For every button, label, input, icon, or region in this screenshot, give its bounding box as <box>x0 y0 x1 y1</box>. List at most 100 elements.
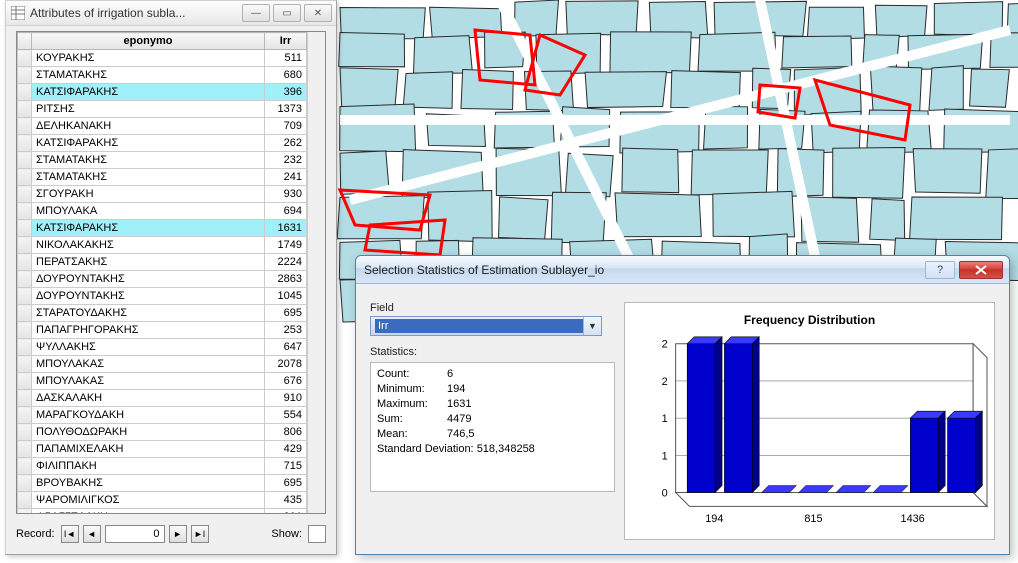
cell-irr[interactable]: 2863 <box>265 271 307 288</box>
cell-irr[interactable]: 554 <box>265 407 307 424</box>
cell-irr[interactable]: 396 <box>265 84 307 101</box>
table-row[interactable]: ΚΟΥΡΑΚΗΣ511 <box>18 50 307 67</box>
row-header[interactable] <box>18 152 32 169</box>
field-dropdown[interactable]: Irr ▼ <box>370 316 602 336</box>
cell-eponymo[interactable]: ΠΕΡΑΤΣΑΚΗΣ <box>32 254 265 271</box>
row-header[interactable] <box>18 339 32 356</box>
table-row[interactable]: ΣΤΑΡΑΤΟΥΔΑΚΗΣ695 <box>18 305 307 322</box>
row-header[interactable] <box>18 203 32 220</box>
cell-irr[interactable]: 511 <box>265 50 307 67</box>
cell-irr[interactable]: 709 <box>265 118 307 135</box>
last-record-button[interactable]: ►I <box>191 525 209 543</box>
cell-irr[interactable]: 1045 <box>265 288 307 305</box>
table-row[interactable]: ΜΠΟΥΛΑΚΑΣ676 <box>18 373 307 390</box>
cell-eponymo[interactable]: ΣΤΑΜΑΤΑΚΗΣ <box>32 67 265 84</box>
table-row[interactable]: ΚΑΤΣΙΦΑΡΑΚΗΣ262 <box>18 135 307 152</box>
maximize-button[interactable]: ▭ <box>273 4 301 22</box>
col-eponymo[interactable]: eponymo <box>32 33 265 50</box>
cell-eponymo[interactable]: ΔΕΛΗΚΑΝΑΚΗ <box>32 118 265 135</box>
cell-eponymo[interactable]: ΨΑΡΟΜΙΛΙΓΚΟΣ <box>32 492 265 509</box>
table-row[interactable]: ΜΠΟΥΛΑΚΑΣ2078 <box>18 356 307 373</box>
table-row[interactable]: ΔΟΥΡΟΥΝΤΑΚΗΣ1045 <box>18 288 307 305</box>
row-header[interactable] <box>18 67 32 84</box>
cell-irr[interactable]: 647 <box>265 339 307 356</box>
row-header[interactable] <box>18 50 32 67</box>
row-header[interactable] <box>18 509 32 514</box>
table-row[interactable]: ΠΕΡΑΤΣΑΚΗΣ2224 <box>18 254 307 271</box>
row-header[interactable] <box>18 441 32 458</box>
cell-irr[interactable]: 930 <box>265 186 307 203</box>
cell-irr[interactable]: 695 <box>265 305 307 322</box>
row-header[interactable] <box>18 305 32 322</box>
table-row[interactable]: ΚΑΤΣΙΦΑΡΑΚΗΣ396 <box>18 84 307 101</box>
table-row[interactable]: ΒΡΟΥΒΑΚΗΣ695 <box>18 475 307 492</box>
first-record-button[interactable]: I◄ <box>61 525 79 543</box>
cell-eponymo[interactable]: ΜΑΡΑΓΚΟΥΔΑΚΗ <box>32 407 265 424</box>
attributes-titlebar[interactable]: Attributes of irrigation subla... — ▭ ✕ <box>6 1 336 26</box>
table-row[interactable]: ΣΤΑΜΑΤΑΚΗΣ680 <box>18 67 307 84</box>
table-row[interactable]: ΣΤΑΜΑΤΑΚΗΣ232 <box>18 152 307 169</box>
table-row[interactable]: ΨΥΛΛΑΚΗΣ647 <box>18 339 307 356</box>
table-row[interactable]: ΚΑΤΣΙΦΑΡΑΚΗΣ1631 <box>18 220 307 237</box>
row-header[interactable] <box>18 101 32 118</box>
row-header[interactable] <box>18 254 32 271</box>
cell-eponymo[interactable]: ΜΠΟΥΛΑΚΑΣ <box>32 373 265 390</box>
record-input[interactable] <box>105 525 165 543</box>
cell-eponymo[interactable]: ΔΟΥΡΟΥΝΤΑΚΗΣ <box>32 271 265 288</box>
cell-irr[interactable]: 801 <box>265 509 307 514</box>
row-header[interactable] <box>18 220 32 237</box>
cell-irr[interactable]: 806 <box>265 424 307 441</box>
row-header[interactable] <box>18 424 32 441</box>
cell-eponymo[interactable]: ΦΙΛΙΠΠΑΚΗ <box>32 458 265 475</box>
row-header[interactable] <box>18 373 32 390</box>
table-row[interactable]: ΦΙΛΙΠΠΑΚΗ715 <box>18 458 307 475</box>
cell-eponymo[interactable]: ΦΡΑΓΓΕΔΑΚΗ <box>32 509 265 514</box>
vertical-scrollbar[interactable] <box>307 32 325 513</box>
table-row[interactable]: ΔΑΣΚΑΛΑΚΗ910 <box>18 390 307 407</box>
cell-eponymo[interactable]: ΣΓΟΥΡΑΚΗ <box>32 186 265 203</box>
col-rownum[interactable] <box>18 33 32 50</box>
minimize-button[interactable]: — <box>242 4 270 22</box>
statistics-titlebar[interactable]: Selection Statistics of Estimation Subla… <box>356 256 1009 284</box>
row-header[interactable] <box>18 407 32 424</box>
row-header[interactable] <box>18 356 32 373</box>
row-header[interactable] <box>18 84 32 101</box>
cell-eponymo[interactable]: ΜΠΟΥΛΑΚΑ <box>32 203 265 220</box>
cell-eponymo[interactable]: ΠΑΠΑΓΡΗΓΟΡΑΚΗΣ <box>32 322 265 339</box>
cell-irr[interactable]: 1749 <box>265 237 307 254</box>
row-header[interactable] <box>18 390 32 407</box>
row-header[interactable] <box>18 492 32 509</box>
cell-eponymo[interactable]: ΣΤΑΡΑΤΟΥΔΑΚΗΣ <box>32 305 265 322</box>
cell-eponymo[interactable]: ΚΟΥΡΑΚΗΣ <box>32 50 265 67</box>
close-button[interactable] <box>959 261 1003 279</box>
cell-eponymo[interactable]: ΔΑΣΚΑΛΑΚΗ <box>32 390 265 407</box>
col-irr[interactable]: Irr <box>265 33 307 50</box>
cell-eponymo[interactable]: ΚΑΤΣΙΦΑΡΑΚΗΣ <box>32 84 265 101</box>
table-row[interactable]: ΠΟΛΥΘΟΔΩΡΑΚΗ806 <box>18 424 307 441</box>
cell-eponymo[interactable]: ΔΟΥΡΟΥΝΤΑΚΗΣ <box>32 288 265 305</box>
row-header[interactable] <box>18 458 32 475</box>
cell-irr[interactable]: 1631 <box>265 220 307 237</box>
row-header[interactable] <box>18 186 32 203</box>
cell-eponymo[interactable]: ΨΥΛΛΑΚΗΣ <box>32 339 265 356</box>
table-row[interactable]: ΜΑΡΑΓΚΟΥΔΑΚΗ554 <box>18 407 307 424</box>
table-row[interactable]: ΣΓΟΥΡΑΚΗ930 <box>18 186 307 203</box>
table-row[interactable]: ΡΙΤΣΗΣ1373 <box>18 101 307 118</box>
prev-record-button[interactable]: ◄ <box>83 525 101 543</box>
cell-eponymo[interactable]: ΣΤΑΜΑΤΑΚΗΣ <box>32 152 265 169</box>
cell-irr[interactable]: 253 <box>265 322 307 339</box>
cell-eponymo[interactable]: ΜΠΟΥΛΑΚΑΣ <box>32 356 265 373</box>
show-all-button[interactable] <box>308 525 326 543</box>
cell-irr[interactable]: 695 <box>265 475 307 492</box>
cell-irr[interactable]: 262 <box>265 135 307 152</box>
row-header[interactable] <box>18 475 32 492</box>
cell-irr[interactable]: 435 <box>265 492 307 509</box>
cell-irr[interactable]: 232 <box>265 152 307 169</box>
cell-irr[interactable]: 2224 <box>265 254 307 271</box>
cell-eponymo[interactable]: ΠΑΠΑΜΙΧΕΛΑΚΗ <box>32 441 265 458</box>
table-row[interactable]: ΔΟΥΡΟΥΝΤΑΚΗΣ2863 <box>18 271 307 288</box>
row-header[interactable] <box>18 322 32 339</box>
next-record-button[interactable]: ► <box>169 525 187 543</box>
cell-eponymo[interactable]: ΒΡΟΥΒΑΚΗΣ <box>32 475 265 492</box>
cell-eponymo[interactable]: ΚΑΤΣΙΦΑΡΑΚΗΣ <box>32 135 265 152</box>
